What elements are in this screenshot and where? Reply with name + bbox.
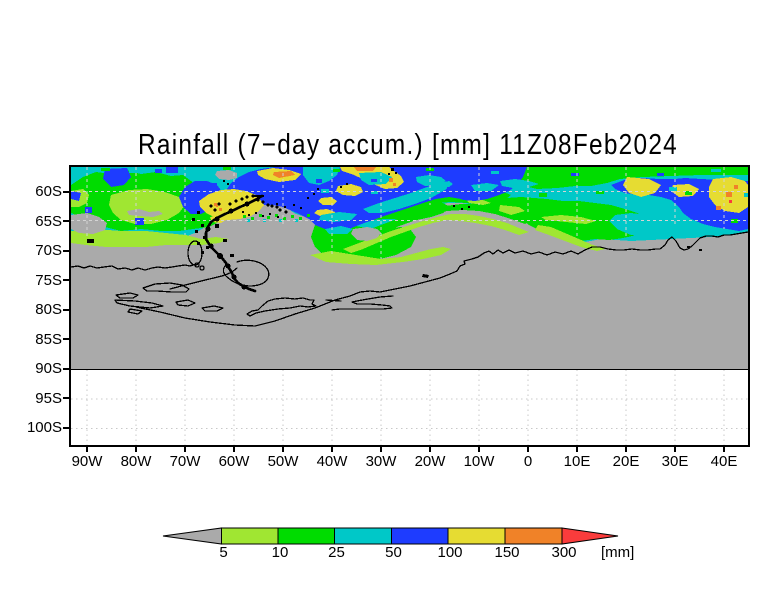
svg-text:100: 100 — [437, 544, 462, 561]
svg-text:[mm]: [mm] — [601, 544, 634, 561]
svg-text:150: 150 — [494, 544, 519, 561]
svg-text:5: 5 — [219, 544, 227, 561]
svg-text:50: 50 — [385, 544, 402, 561]
svg-text:25: 25 — [328, 544, 345, 561]
svg-text:10: 10 — [272, 544, 289, 561]
svg-text:300: 300 — [551, 544, 576, 561]
